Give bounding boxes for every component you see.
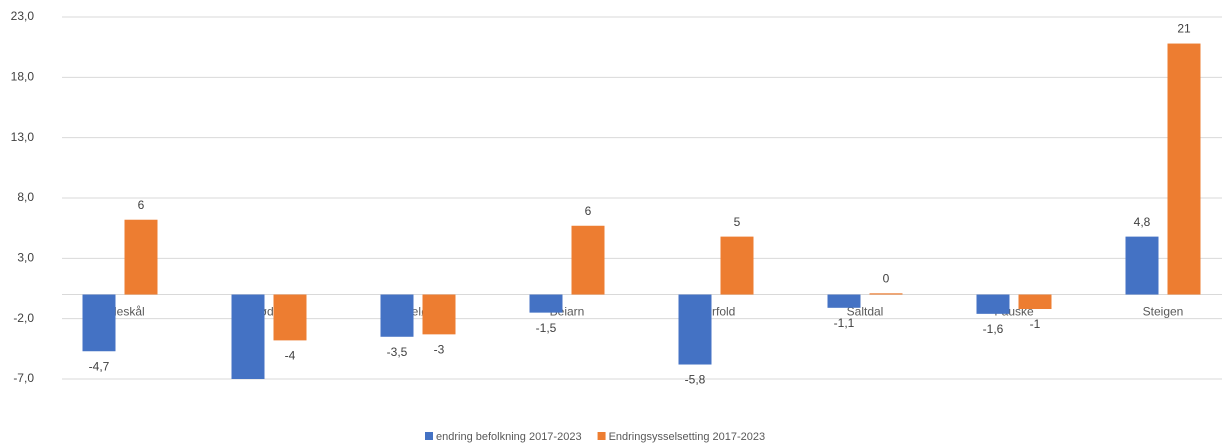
value-label: 0 [883, 271, 890, 285]
y-tick-label: -2,0 [13, 311, 34, 325]
y-tick-label: -7,0 [13, 371, 34, 385]
y-tick-label: 3,0 [17, 251, 34, 265]
y-tick-label: 8,0 [17, 190, 34, 204]
bar [869, 293, 903, 295]
bar [571, 225, 605, 295]
bar [422, 294, 456, 335]
legend-swatch [597, 432, 606, 440]
y-tick-label: 23,0 [11, 9, 35, 23]
value-label: 6 [138, 198, 145, 212]
value-label: 4,8 [1134, 215, 1151, 229]
value-label: -1,6 [983, 322, 1004, 336]
value-label: -5,8 [685, 373, 706, 387]
bar [678, 294, 712, 365]
value-label: -1,5 [536, 321, 557, 335]
bar [231, 294, 265, 379]
x-tick-label: Saltdal [847, 305, 884, 319]
value-label: 6 [585, 204, 592, 218]
bar [720, 236, 754, 295]
value-label: -1 [1030, 317, 1041, 331]
value-label: -4,7 [89, 359, 110, 373]
bar [124, 219, 158, 295]
y-tick-label: 18,0 [11, 70, 35, 84]
y-tick-label: 13,0 [11, 130, 35, 144]
value-label: -1,1 [834, 316, 855, 330]
bar [380, 294, 414, 337]
bar [976, 294, 1010, 314]
value-label: 5 [734, 215, 741, 229]
legend-label: endring befolkning 2017-2023 [436, 431, 582, 443]
legend-label: Endringsysselsetting 2017-2023 [609, 431, 766, 443]
bar [82, 294, 116, 352]
x-tick-label: Steigen [1143, 305, 1184, 319]
value-label: 21 [1177, 22, 1191, 36]
value-label: -3,5 [387, 345, 408, 359]
legend-swatch [425, 432, 433, 440]
bar [273, 294, 307, 341]
bar [1125, 236, 1159, 295]
value-label: -3 [434, 343, 445, 357]
bar [1018, 294, 1052, 310]
bar [1167, 43, 1201, 295]
value-label: -4 [285, 349, 296, 363]
bar [827, 294, 861, 308]
bar [529, 294, 563, 313]
